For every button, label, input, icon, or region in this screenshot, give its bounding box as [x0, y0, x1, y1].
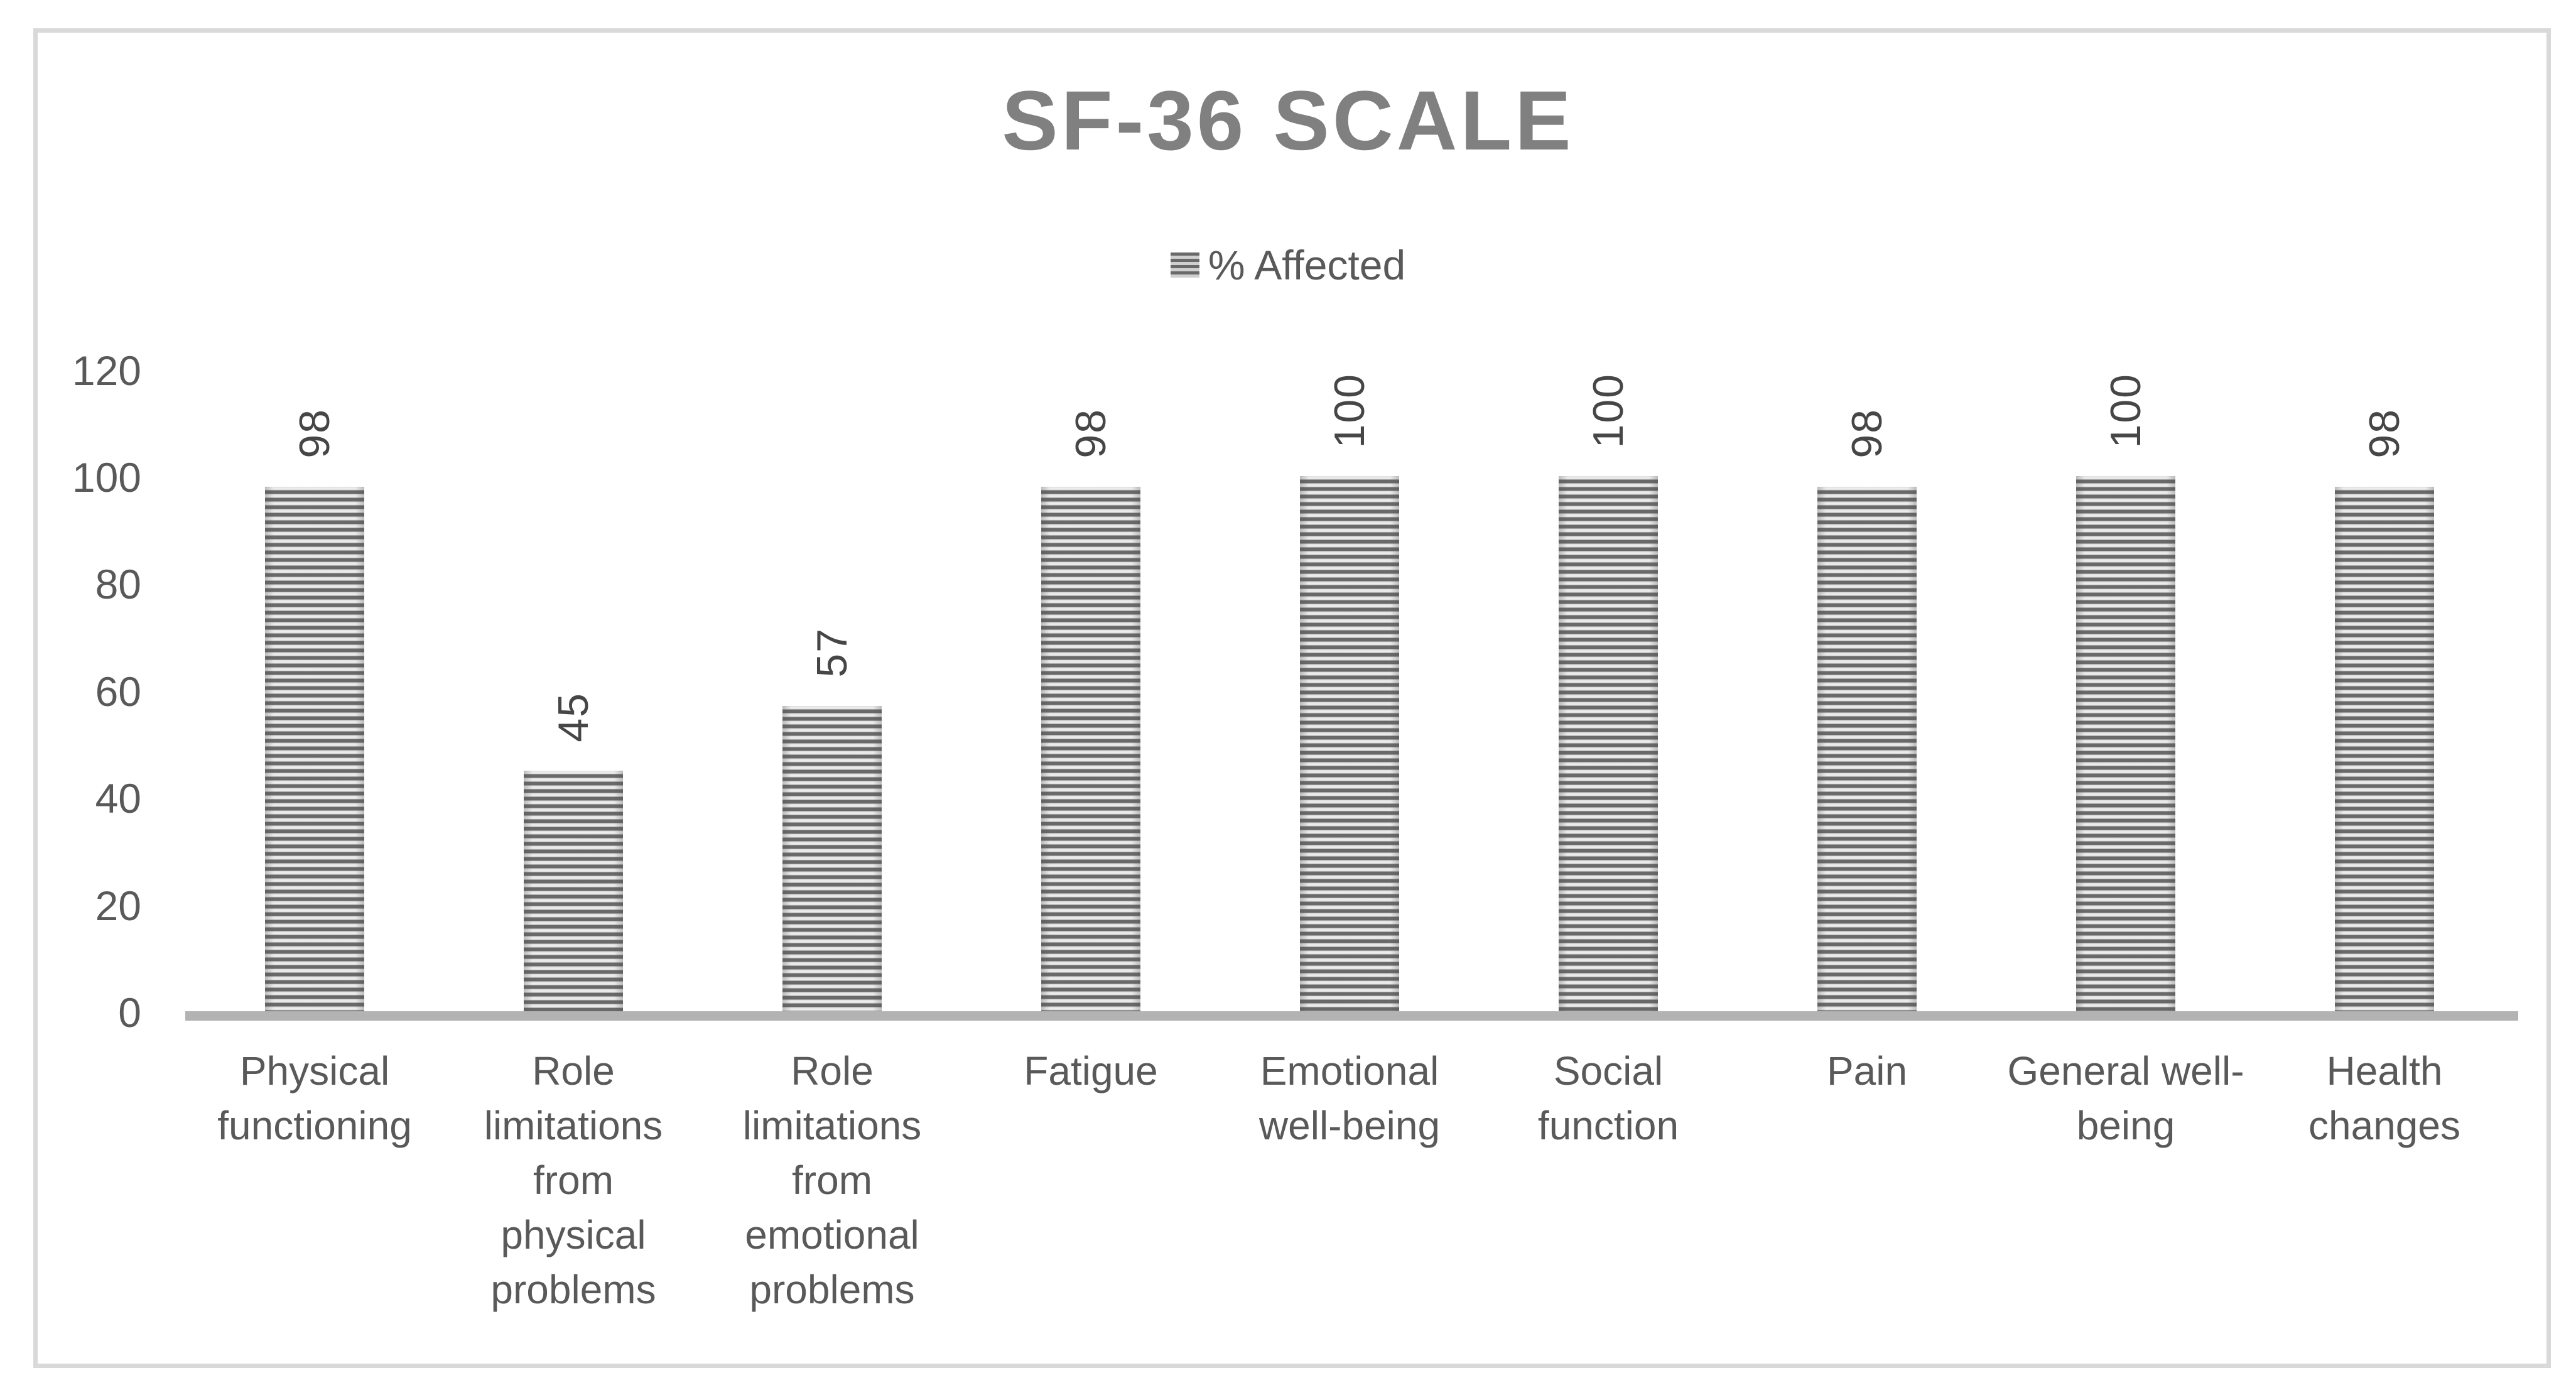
y-tick-label: 120 — [72, 347, 141, 394]
y-tick-label: 80 — [95, 561, 141, 608]
bar-9 — [2335, 487, 2434, 1011]
x-axis-line — [185, 1011, 2518, 1021]
bar-slot: 45 — [444, 371, 703, 1011]
legend-swatch-stripe-icon — [1170, 252, 1199, 278]
bar-slot: 98 — [2255, 371, 2514, 1011]
category-label: Emotional well-being — [1258, 1048, 1441, 1148]
category-label: Role limitations from emotional problems — [742, 1048, 922, 1312]
bar-5 — [1300, 476, 1399, 1011]
bar-1 — [265, 487, 364, 1011]
category-label: Fatigue — [1024, 1048, 1158, 1094]
bar-3 — [782, 706, 882, 1011]
category-label: Physical functioning — [217, 1048, 412, 1148]
chart-border — [33, 28, 2551, 1368]
bar-slot: 57 — [703, 371, 961, 1011]
x-axis-category-labels: Physical functioning Role limitations fro… — [185, 1044, 2514, 1317]
bar-6 — [1559, 476, 1658, 1011]
chart-title: SF-36 SCALE — [1002, 74, 1574, 168]
category-label: General well- being — [2007, 1048, 2244, 1148]
legend: % Affected — [0, 242, 2576, 288]
bar-4 — [1041, 487, 1140, 1011]
legend-label: % Affected — [1208, 242, 1406, 288]
bar-slot: 98 — [185, 371, 444, 1011]
bar-slot: 100 — [1479, 371, 1738, 1011]
bar-slot: 98 — [1738, 371, 1996, 1011]
bar-8 — [2076, 476, 2175, 1011]
category-label: Pain — [1826, 1048, 1908, 1094]
y-tick-label: 40 — [95, 775, 141, 822]
category-label: Social function — [1537, 1048, 1679, 1148]
y-axis-labels: 0 20 40 60 80 100 120 — [25, 0, 141, 1395]
category-label: Health changes — [2308, 1048, 2460, 1148]
plot-area: 98 45 57 98 100 100 98 100 98 — [185, 371, 2514, 1011]
bar-2 — [524, 771, 623, 1011]
y-tick-label: 60 — [95, 668, 141, 715]
category-label: Role limitations from physical problems — [484, 1048, 663, 1312]
y-tick-label: 100 — [72, 454, 141, 501]
y-tick-label: 20 — [95, 882, 141, 929]
y-tick-label: 0 — [118, 989, 141, 1036]
bar-7 — [1817, 487, 1917, 1011]
bar-slot: 98 — [961, 371, 1220, 1011]
bar-slot: 100 — [1220, 371, 1479, 1011]
bar-slot: 100 — [1996, 371, 2255, 1011]
